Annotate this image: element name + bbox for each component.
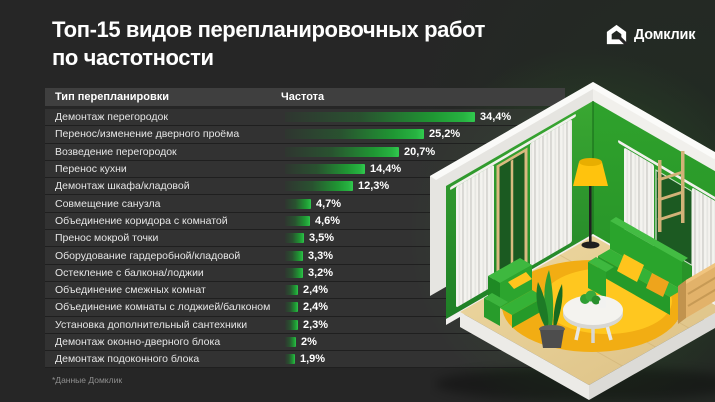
row-bar: [285, 146, 399, 157]
row-bar: [285, 198, 311, 209]
row-label: Установка дополнительный сантехники: [55, 318, 248, 331]
bar-zone: 3,3%: [285, 250, 333, 262]
row-value: 2,4%: [303, 301, 329, 314]
bar-zone: 25,2%: [285, 128, 460, 140]
bar-zone: 1,9%: [285, 353, 325, 365]
bar-zone: 3,5%: [285, 232, 334, 244]
bar-zone: 2,4%: [285, 301, 328, 313]
table-row: Демонтаж подоконного блока 1,9%: [45, 351, 565, 369]
bar-zone: 4,6%: [285, 215, 340, 227]
row-label: Совмещение санузла: [55, 197, 161, 210]
sofa-pillow-orange: [646, 273, 669, 297]
curtain-rod-left: [450, 114, 576, 190]
row-label: Демонтаж подоконного блока: [55, 353, 200, 366]
table-row: Перенос/изменение дверного проёма 25,2%: [45, 126, 565, 144]
row-value: 3,3%: [308, 249, 334, 262]
row-label: Перенос кухни: [55, 163, 127, 176]
bar-zone: 20,7%: [285, 146, 435, 158]
row-label: Демонтаж шкафа/кладовой: [55, 180, 190, 193]
column-header-frequency: Частота: [281, 91, 325, 103]
row-bar: [285, 181, 353, 192]
domclick-logo-text: Домклик: [634, 26, 696, 43]
column-header-type: Тип перепланировки: [55, 91, 169, 103]
row-label: Демонтаж перегородок: [55, 111, 168, 124]
bar-zone: 14,4%: [285, 163, 401, 175]
curtain-rod-right: [618, 140, 715, 202]
row-bar: [285, 250, 303, 261]
row-value: 2,4%: [303, 284, 329, 297]
bar-zone: 12,3%: [285, 180, 389, 192]
bar-zone: 2,3%: [285, 319, 328, 331]
row-bar: [285, 302, 298, 313]
domclick-house-icon: [606, 24, 627, 45]
bar-zone: 4,7%: [285, 198, 341, 210]
table-row: Установка дополнительный сантехники 2,3%: [45, 316, 565, 334]
row-value: 12,3%: [358, 180, 390, 193]
row-label: Объединение коридора с комнатой: [55, 214, 228, 227]
row-value: 3,2%: [308, 266, 334, 279]
row-bar: [285, 215, 310, 226]
curtain-left-a: [456, 165, 494, 307]
coffee-table: [563, 290, 623, 343]
curtain-left-b: [530, 119, 572, 266]
page-title-line1: Топ-15 видов перепланировочных работ: [52, 17, 486, 42]
row-bar: [285, 233, 304, 244]
row-label: Объединение смежных комнат: [55, 284, 206, 297]
table-row: Объединение комнаты с лоджией/балконом 2…: [45, 299, 565, 317]
domclick-logo: Домклик: [606, 24, 696, 45]
left-wall-decor: [450, 114, 576, 307]
row-bar: [285, 285, 298, 296]
bar-zone: 3,2%: [285, 267, 333, 279]
row-label: Оборудование гардеробной/кладовой: [55, 249, 241, 262]
cup: [599, 300, 606, 308]
row-value: 2,3%: [303, 318, 329, 331]
room-illustration: [430, 82, 715, 401]
wall-top-edge-right: [593, 82, 715, 159]
row-label: Возведение перегородок: [55, 145, 177, 158]
page-title: Топ-15 видов перепланировочных работ по …: [52, 16, 485, 72]
floor-base-left: [460, 312, 589, 400]
row-bar: [285, 267, 303, 278]
row-value: 2%: [301, 336, 317, 348]
row-value: 14,4%: [370, 163, 402, 176]
row-value: 4,7%: [316, 197, 342, 210]
floor-lamp: [573, 158, 608, 249]
row-value: 25,2%: [429, 128, 461, 141]
table-row: Возведение перегородок 20,7%: [45, 143, 565, 161]
row-label: Объединение комнаты с лоджией/балконом: [55, 301, 271, 314]
floor-base-right: [589, 313, 715, 400]
row-bar: [285, 164, 365, 175]
row-bar: [285, 112, 475, 123]
row-value: 4,6%: [315, 214, 341, 227]
row-value: 1,9%: [300, 353, 326, 366]
bar-zone: 34,4%: [285, 111, 511, 123]
wall-top-edge-left: [430, 82, 593, 180]
row-bar: [285, 319, 298, 330]
row-label: Демонтаж оконно-дверного блока: [55, 336, 221, 348]
bar-zone: 2,4%: [285, 284, 328, 296]
sofa-pillow-yellow: [617, 254, 644, 282]
row-value: 34,4%: [480, 111, 512, 124]
armchair: [484, 258, 544, 328]
table-header: Тип перепланировки Частота: [45, 88, 565, 106]
page-title-line2: по частотности: [52, 45, 214, 70]
bar-zone: 2%: [285, 336, 317, 348]
row-bar: [285, 129, 424, 140]
armchair-pillow: [508, 272, 532, 289]
potted-plant: [536, 270, 565, 348]
row-label: Остекление с балкона/лоджии: [55, 266, 204, 279]
row-bar: [285, 337, 296, 347]
row-bar: [285, 354, 295, 365]
row-value: 20,7%: [404, 145, 436, 158]
table-row: Демонтаж перегородок 34,4%: [45, 109, 565, 127]
row-label: Перенос/изменение дверного проёма: [55, 128, 240, 141]
data-source-footnote: *Данные Домклик: [52, 375, 123, 385]
row-value: 3,5%: [309, 232, 335, 245]
table-row: Демонтаж оконно-дверного блока 2%: [45, 333, 565, 352]
row-label: Пренос мокрой точки: [55, 232, 159, 245]
ladder: [657, 151, 685, 232]
